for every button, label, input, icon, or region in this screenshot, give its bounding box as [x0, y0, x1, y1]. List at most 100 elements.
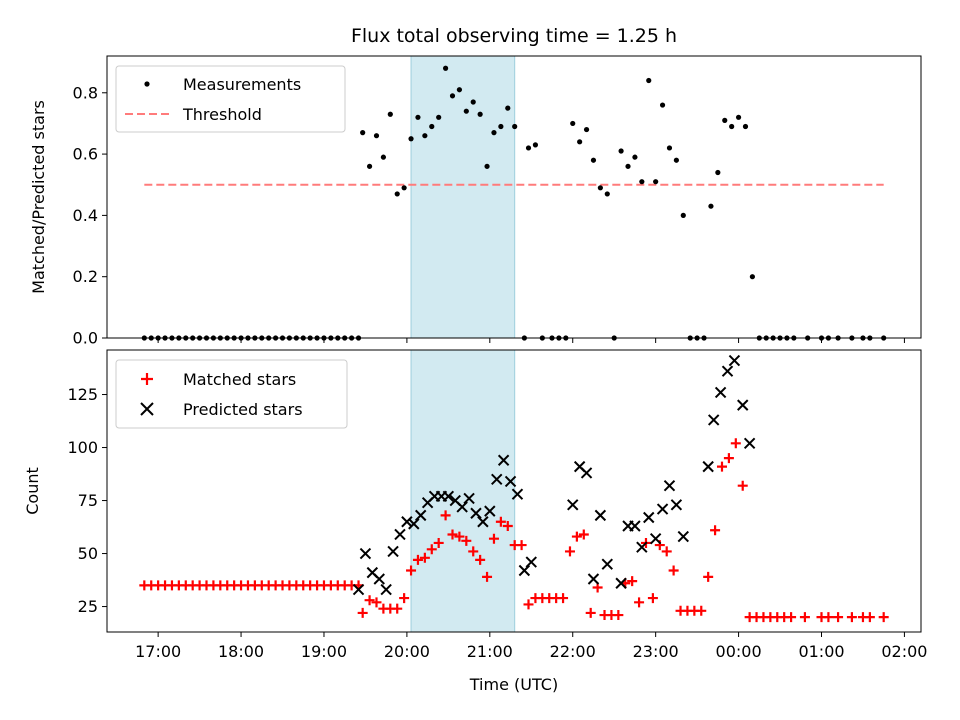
matched-star-point	[516, 540, 527, 551]
matched-star-point	[846, 612, 857, 623]
matched-star-point	[703, 571, 714, 582]
matched-star-point	[488, 533, 499, 544]
measurement-point	[639, 179, 645, 185]
top-y-tick-label: 0.0	[73, 329, 98, 348]
top-y-tick-label: 0.2	[73, 267, 98, 286]
measurement-point	[570, 120, 576, 127]
bottom-x-tick-label: 20:00	[384, 642, 430, 661]
measurement-point	[463, 108, 469, 114]
matched-star-point	[723, 453, 734, 464]
measurement-point	[380, 154, 387, 160]
matched-star-point	[468, 546, 479, 557]
predicted-star-point	[504, 475, 517, 488]
top-x-ticks	[157, 338, 905, 343]
matched-star-point	[475, 554, 486, 565]
legend-measurements-label: Measurements	[183, 75, 301, 94]
measurement-point	[387, 111, 393, 117]
matched-star-point	[412, 554, 423, 565]
matched-star-point	[799, 612, 810, 623]
predicted-star-point	[477, 516, 489, 528]
matched-star-point	[371, 597, 382, 608]
predicted-star-point	[518, 564, 531, 577]
measurement-point	[742, 123, 749, 130]
measurement-point	[722, 117, 728, 123]
predicted-star-point	[643, 511, 655, 524]
measurement-point	[646, 77, 652, 84]
bottom-y-tick-label: 125	[67, 385, 98, 404]
matched-star-point	[440, 510, 451, 521]
matched-star-point	[823, 612, 834, 623]
matched-star-point	[578, 529, 589, 540]
measurement-point	[618, 148, 624, 154]
legend-matched-plus	[141, 373, 153, 385]
top-y-tick-label: 0.8	[73, 83, 98, 102]
measurement-point	[456, 87, 463, 93]
top-y-tick-label: 0.4	[73, 206, 98, 225]
matched-star-point	[558, 593, 569, 604]
predicted-star-point	[511, 488, 524, 500]
measurement-point	[653, 179, 659, 185]
measurement-point	[449, 93, 456, 99]
matched-star-point	[716, 461, 727, 472]
bottom-y-axis-label: Count	[23, 467, 42, 515]
predicted-star-point	[359, 547, 372, 560]
x-axis-label: Time (UTC)	[469, 675, 558, 694]
matched-star-point	[737, 480, 748, 491]
predicted-star-point	[707, 414, 720, 426]
predicted-star-point	[601, 558, 613, 570]
measurement-point	[436, 114, 442, 120]
bottom-legend: Matched stars Predicted stars	[115, 359, 348, 429]
bottom-highlight-span	[410, 349, 516, 633]
measurement-point	[422, 133, 428, 139]
predicted-star-point	[456, 501, 468, 513]
legend-matched-label: Matched stars	[183, 370, 296, 389]
predicted-star-point	[567, 499, 579, 511]
measurement-point	[715, 169, 721, 176]
bottom-x-tick-label: 22:00	[550, 642, 596, 661]
matched-star-point	[634, 597, 645, 608]
matched-star-point	[710, 525, 721, 536]
matched-star-point	[627, 576, 638, 587]
measurement-point	[505, 105, 511, 111]
predicted-star-point	[594, 509, 607, 522]
measurement-point	[491, 130, 497, 136]
predicted-star-point	[415, 509, 427, 522]
bottom-x-tick-label: 18:00	[218, 642, 264, 661]
predicted-star-point	[442, 490, 455, 503]
measurement-point	[470, 99, 476, 105]
bottom-x-tick-label: 23:00	[633, 642, 679, 661]
predicted-star-point	[721, 365, 734, 377]
measurement-point	[729, 123, 735, 130]
matched-star-point	[696, 605, 707, 616]
measurement-point	[749, 274, 755, 280]
predicted-stars-points	[352, 354, 756, 596]
predicted-star-point	[394, 528, 406, 541]
measurement-point	[680, 212, 686, 218]
bottom-x-axis: 17:00 18:00 19:00 20:00 21:00 22:00 23:00 00:00…	[135, 632, 927, 661]
measurement-point	[498, 123, 504, 130]
matched-star-point	[399, 593, 410, 604]
bottom-x-tick-label: 17:00	[135, 642, 181, 661]
matched-star-point	[613, 610, 624, 621]
bottom-panel: 25 50 75 100 125 17:00 18:00 19:00 20:00 21:00 22…	[23, 349, 927, 694]
matched-star-point	[661, 546, 672, 557]
predicted-star-point	[525, 556, 537, 568]
matched-star-point	[571, 531, 582, 542]
matched-star-point	[482, 571, 493, 582]
predicted-star-point	[387, 545, 399, 558]
measurement-point	[673, 157, 679, 163]
measurement-point	[484, 163, 490, 169]
predicted-star-point	[728, 354, 741, 367]
bottom-y-tick-label: 25	[78, 597, 98, 616]
predicted-star-point	[702, 460, 714, 473]
matched-star-point	[786, 612, 797, 623]
predicted-star-point	[352, 583, 365, 596]
measurement-point	[360, 130, 366, 136]
measurement-point	[583, 126, 590, 133]
measurement-point	[415, 114, 421, 120]
matched-star-point	[364, 595, 375, 606]
measurement-point	[735, 114, 742, 120]
predicted-star-point	[615, 577, 627, 589]
predicted-star-point	[408, 518, 420, 530]
matched-star-point	[419, 552, 430, 563]
